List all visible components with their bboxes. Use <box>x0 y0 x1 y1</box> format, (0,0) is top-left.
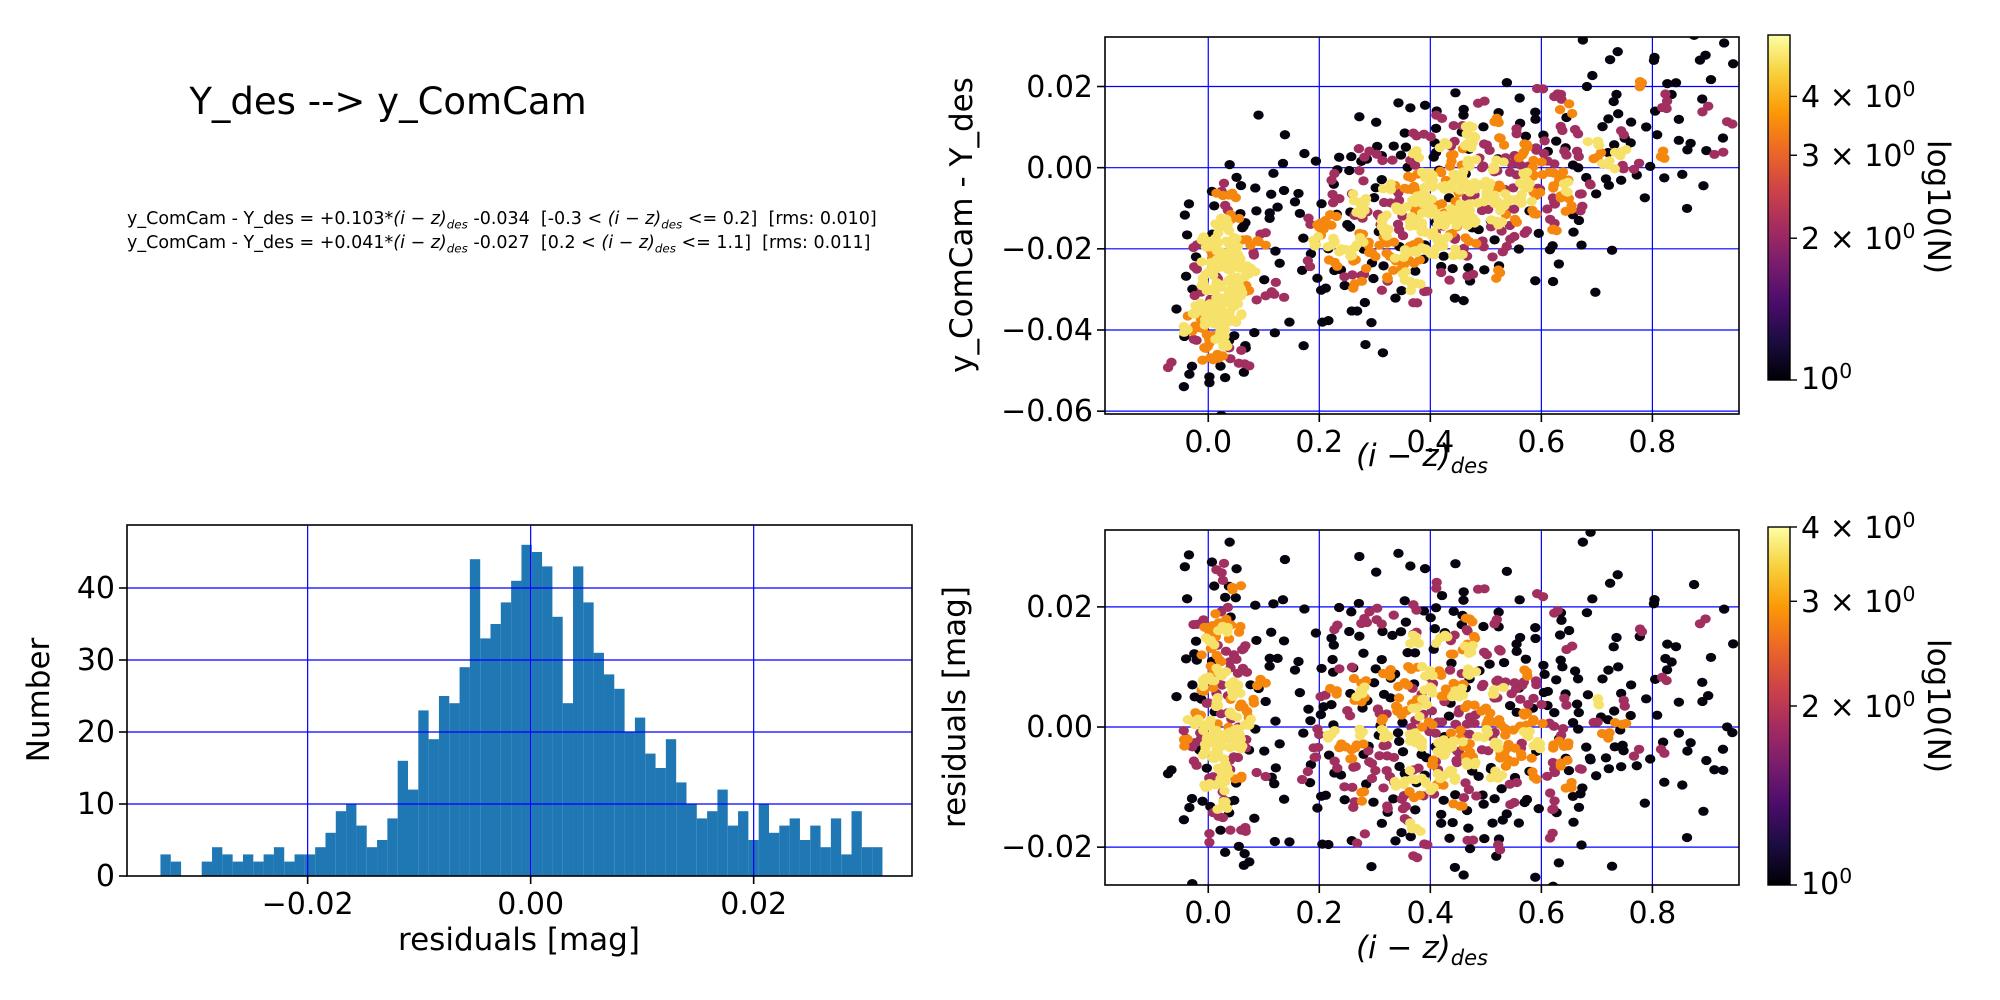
bottom-scatter-y-tick-label: 0.02 <box>1026 589 1093 625</box>
bottom-scatter-xlabel: (i − z)des <box>1355 930 1489 971</box>
top-scatter-xlabel: (i − z)des <box>1355 438 1489 479</box>
bottom-scatter-y-tick-label: 0.00 <box>1026 710 1093 746</box>
hist-y-tick-label: 10 <box>76 787 115 822</box>
hist-y-tick-label: 0 <box>95 859 115 894</box>
hist-x-tick-label: −0.02 <box>261 887 354 922</box>
top-scatter-y-tick-label: −0.04 <box>1001 312 1093 348</box>
bottom-scatter-y-tick-label: −0.02 <box>1001 830 1093 866</box>
top-scatter-y-tick-label: 0.02 <box>1026 69 1093 105</box>
top-scatter-x-tick-label: 0.4 <box>1406 425 1455 460</box>
hist-x-tick-label: 0.02 <box>720 887 788 922</box>
top-scatter-x-tick-label: 0.0 <box>1184 425 1233 460</box>
bottom-scatter-x-tick-label: 0.0 <box>1184 896 1233 931</box>
top-colorbar-tick-label: 3 × 100 <box>1801 136 1916 175</box>
bottom-scatter-ylabel: residuals [mag] <box>937 586 973 828</box>
bottom-colorbar-tick-label: 3 × 100 <box>1801 582 1916 621</box>
hist-y-tick-label: 30 <box>76 643 115 678</box>
hist-x-tick-label: 0.00 <box>497 887 565 922</box>
bottom-colorbar-tick-label: 2 × 100 <box>1801 687 1916 725</box>
figure-title: Y_des --> y_ComCam <box>189 80 587 123</box>
bottom-scatter-x-tick-label: 0.4 <box>1406 896 1455 931</box>
hist-y-tick-label: 20 <box>76 715 115 750</box>
top-scatter-y-tick-label: −0.06 <box>1001 394 1093 430</box>
top-scatter-y-tick-label: 0.00 <box>1026 150 1093 186</box>
top-colorbar-tick-label: 2 × 100 <box>1801 219 1916 258</box>
top-scatter-x-tick-label: 0.6 <box>1517 425 1566 460</box>
fit-equation-1: y_ComCam - Y_des = +0.103*(i − z)des -0.… <box>127 209 877 232</box>
hist-xlabel: residuals [mag] <box>398 922 640 958</box>
top-colorbar-tick-label: 100 <box>1801 359 1853 397</box>
bottom-scatter-x-tick-label: 0.6 <box>1517 896 1566 931</box>
bottom-scatter-points <box>1162 530 1739 885</box>
grid-lines <box>127 525 912 876</box>
top-colorbar-tick-label: 4 × 100 <box>1801 77 1916 116</box>
hist-y-tick-label: 40 <box>76 571 115 606</box>
bottom-scatter-x-tick-label: 0.8 <box>1628 896 1677 931</box>
top-scatter-x-tick-label: 0.8 <box>1628 425 1677 460</box>
histogram-bars <box>160 544 883 876</box>
bottom-scatter-x-tick-label: 0.2 <box>1295 896 1344 931</box>
bottom-colorbar-tick-label: 100 <box>1801 864 1853 902</box>
top-scatter-points <box>1162 37 1739 414</box>
top-colorbar-label: log10(N) <box>1920 139 1956 275</box>
top-scatter-x-tick-label: 0.2 <box>1295 425 1344 460</box>
bottom-colorbar-tick-label: 4 × 100 <box>1801 508 1916 546</box>
fit-equation-2: y_ComCam - Y_des = +0.041*(i − z)des -0.… <box>127 233 871 256</box>
top-scatter-y-tick-label: −0.02 <box>1001 231 1093 267</box>
